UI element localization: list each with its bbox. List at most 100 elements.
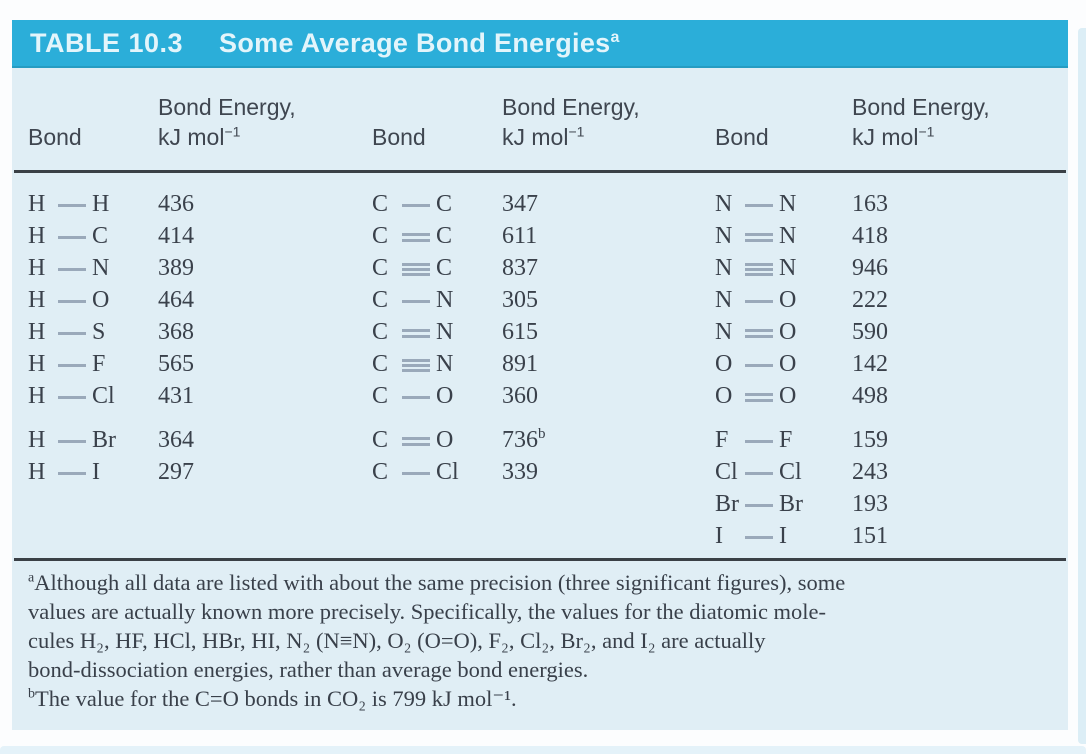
single-bond-icon	[745, 203, 773, 207]
element-symbol: S	[92, 319, 106, 345]
bond-row: C C 347	[372, 188, 546, 220]
element-symbol: H	[92, 191, 110, 217]
bond-energy-value: 611	[502, 223, 538, 249]
energy-column-header: Bond Energy, kJ mol−1	[158, 92, 296, 152]
bond-row: O O 142	[715, 348, 888, 380]
bond-row: N N 946	[715, 252, 888, 284]
element-symbol: C	[372, 287, 389, 313]
single-bond-icon	[402, 395, 430, 399]
bond-formula: Cl Cl	[715, 456, 852, 488]
bond-row: H N 389	[28, 252, 194, 284]
element-symbol: Br	[779, 491, 803, 517]
bond-row: I I 151	[715, 520, 888, 552]
next-table-edge	[0, 746, 1086, 754]
bond-energy-value: 142	[852, 351, 888, 377]
element-symbol: H	[28, 287, 46, 313]
bond-row: C N 891	[372, 348, 546, 380]
bond-energy-value: 163	[852, 191, 888, 217]
bond-energy-value: 305	[502, 287, 538, 313]
element-symbol: I	[92, 459, 100, 485]
triple-bond-icon	[402, 262, 430, 276]
single-bond-icon	[745, 439, 773, 443]
energy-header-line1: Bond Energy,	[852, 94, 990, 120]
energy-header-exponent: −1	[568, 123, 585, 140]
single-bond-icon	[58, 439, 86, 443]
element-symbol: N	[436, 287, 454, 313]
element-symbol: H	[28, 255, 46, 281]
element-symbol: H	[28, 319, 46, 345]
bond-energy-value: 498	[852, 383, 888, 409]
bond-energy-value: 339	[502, 459, 538, 485]
element-symbol: H	[28, 191, 46, 217]
double-bond-icon	[402, 232, 430, 242]
footnote-rule	[14, 558, 1066, 561]
element-symbol: N	[779, 223, 797, 249]
bond-group-hydrogen: H H 436 H C 414 H N 389 H O 464 H S 368 H F 565 H Cl 431 H Br 3…	[28, 188, 194, 488]
element-symbol: H	[28, 223, 46, 249]
energy-header-exponent: −1	[224, 123, 241, 140]
bond-row: N O 222	[715, 284, 888, 316]
bond-energy-value: 159	[852, 427, 888, 453]
element-symbol: N	[715, 223, 733, 249]
bond-formula: H Cl	[28, 380, 158, 412]
element-symbol: O	[779, 319, 797, 345]
bond-energy-value: 615	[502, 319, 538, 345]
bond-row: C O 360	[372, 380, 546, 412]
energy-header-unit: kJ mol	[158, 124, 225, 150]
element-symbol: F	[715, 427, 729, 453]
element-symbol: O	[436, 383, 454, 409]
bond-row: C C 611	[372, 220, 546, 252]
single-bond-icon	[402, 203, 430, 207]
element-symbol: C	[372, 459, 389, 485]
bond-row: H Cl 431	[28, 380, 194, 412]
element-symbol: H	[28, 383, 46, 409]
element-symbol: O	[92, 287, 110, 313]
bond-row: N N 163	[715, 188, 888, 220]
energy-header-exponent: −1	[918, 123, 935, 140]
bond-energy-value: 736b	[502, 426, 546, 454]
bond-column-header: Bond	[715, 124, 769, 150]
element-symbol: O	[715, 351, 733, 377]
bond-row: N O 590	[715, 316, 888, 348]
single-bond-icon	[58, 235, 86, 239]
footnote-line: bThe value for the C=O bonds in CO₂ is 7…	[28, 686, 517, 711]
single-bond-icon	[58, 471, 86, 475]
bond-formula: H Br	[28, 424, 158, 456]
element-symbol: Br	[92, 427, 116, 453]
triple-bond-icon	[745, 262, 773, 276]
element-symbol: C	[372, 223, 389, 249]
single-bond-icon	[745, 299, 773, 303]
double-bond-icon	[402, 436, 430, 446]
footnote-line: aAlthough all data are listed with about…	[28, 570, 846, 595]
footnote-marker: b	[538, 426, 546, 442]
element-symbol: H	[28, 427, 46, 453]
bond-row: H F 565	[28, 348, 194, 380]
table-title-text: Some Average Bond Energies	[219, 27, 611, 58]
bond-energy-value: 891	[502, 351, 538, 377]
element-symbol: N	[779, 255, 797, 281]
column-header-group-2: Bond Bond Energy, kJ mol−1	[372, 92, 640, 152]
bond-row: H S 368	[28, 316, 194, 348]
element-symbol: I	[715, 523, 723, 549]
single-bond-icon	[58, 363, 86, 367]
element-symbol: C	[372, 383, 389, 409]
element-symbol: I	[779, 523, 787, 549]
element-symbol: N	[715, 191, 733, 217]
element-symbol: N	[715, 255, 733, 281]
bond-energy-value: 193	[852, 491, 888, 517]
bond-energy-value: 243	[852, 459, 888, 485]
single-bond-icon	[402, 299, 430, 303]
element-symbol: O	[779, 383, 797, 409]
footnote-line: values are actually known more precisely…	[28, 599, 827, 624]
single-bond-icon	[58, 299, 86, 303]
bond-formula: Br Br	[715, 488, 852, 520]
bond-column-header: Bond	[28, 124, 82, 150]
